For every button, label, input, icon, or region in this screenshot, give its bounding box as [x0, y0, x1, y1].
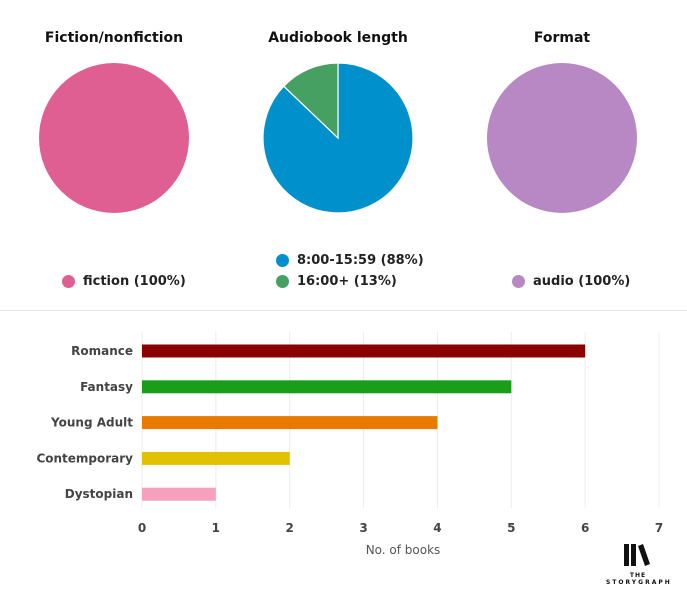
legend-item: audio (100%) — [512, 271, 630, 292]
legend-label: audio (100%) — [533, 274, 631, 289]
legend-item: 16:00+ (13%) — [276, 271, 424, 292]
legend-label: 16:00+ (13%) — [297, 274, 397, 289]
legend-label: 8:00-15:59 (88%) — [297, 253, 424, 268]
pie-slice — [282, 62, 339, 140]
bar — [142, 380, 512, 394]
tick-label: 6 — [581, 521, 589, 535]
pie-chart-fiction — [39, 63, 189, 213]
legend-swatch — [276, 275, 289, 288]
bar — [142, 451, 290, 465]
tick-label: 2 — [286, 521, 294, 535]
logo-text-bottom: STORYGRAPH — [606, 579, 672, 586]
pie-chart-audiobook-length — [262, 62, 414, 214]
section-divider — [0, 310, 687, 311]
x-axis-label: No. of books — [366, 543, 441, 557]
tick-label: 4 — [433, 521, 441, 535]
storygraph-logo: THE STORYGRAPH — [606, 542, 670, 586]
legend-format: audio (100%) — [512, 271, 630, 292]
legend-audiobook-length: 8:00-15:59 (88%) 16:00+ (13%) — [276, 250, 424, 292]
tick-label: 7 — [655, 521, 663, 535]
bar — [142, 344, 586, 358]
legend-swatch — [62, 275, 75, 288]
category-label: Contemporary — [36, 451, 133, 465]
pie-title-format: Format — [533, 30, 591, 46]
pie-title-fiction: Fiction/nonfiction — [44, 30, 184, 46]
pie-title-audiobook-length: Audiobook length — [268, 30, 408, 46]
pie-slice — [487, 63, 637, 213]
tick-label: 1 — [212, 521, 220, 535]
category-label: Romance — [71, 344, 133, 358]
tick-label: 5 — [507, 521, 515, 535]
bar — [142, 487, 216, 501]
legend-label: fiction (100%) — [83, 274, 186, 289]
legend-item: fiction (100%) — [62, 271, 186, 292]
bar — [142, 416, 438, 430]
bar-chart-genres: Romance Fantasy Young Adult Contemporary Dys… — [36, 332, 663, 557]
legend-fiction: fiction (100%) — [62, 271, 186, 292]
pie-slice — [39, 63, 189, 213]
legend-swatch — [276, 254, 289, 267]
category-label: Young Adult — [50, 416, 133, 430]
legend-item: 8:00-15:59 (88%) — [276, 250, 424, 271]
category-label: Fantasy — [80, 380, 133, 394]
tick-label: 0 — [138, 521, 146, 535]
category-label: Dystopian — [65, 487, 133, 501]
legend-swatch — [512, 275, 525, 288]
tick-label: 3 — [359, 521, 367, 535]
storygraph-books-icon — [624, 544, 650, 566]
pie-chart-format — [487, 63, 637, 213]
logo-text-top: THE — [629, 572, 647, 579]
